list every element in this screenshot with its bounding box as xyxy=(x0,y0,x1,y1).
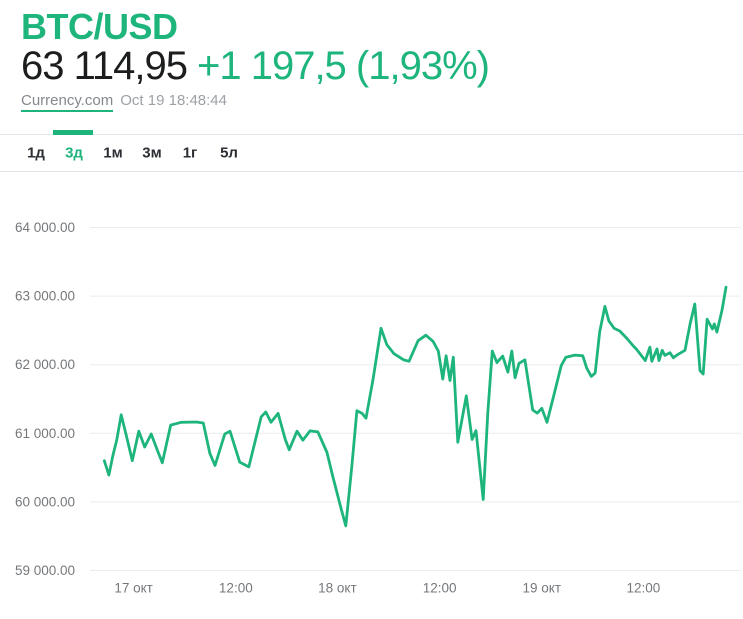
y-axis-label: 64 000.00 xyxy=(15,220,75,235)
active-tab-indicator xyxy=(53,130,93,135)
price-chart-svg: 64 000.00 63 000.00 62 000.00 61 000.00 60 0… xyxy=(15,220,741,596)
tab-1d[interactable]: 1д xyxy=(27,144,45,162)
tab-5y[interactable]: 5л xyxy=(220,144,238,162)
x-axis-label: 17 окт xyxy=(114,581,153,596)
y-axis-label: 62 000.00 xyxy=(15,357,75,372)
price-row: 63 114,95 +1 197,5 (1,93%) xyxy=(21,44,490,89)
source-link[interactable]: Currency.com xyxy=(21,92,114,112)
y-axis-label: 59 000.00 xyxy=(15,563,75,578)
x-axis-label: 18 окт xyxy=(318,581,357,596)
x-axis-label: 19 окт xyxy=(523,581,562,596)
tab-3m[interactable]: 3м xyxy=(142,144,162,162)
x-axis-label: 12:00 xyxy=(626,581,660,596)
y-axis-label: 61 000.00 xyxy=(15,426,75,441)
period-tabbar: 1д 3д 1м 3м 1г 5л xyxy=(0,130,743,172)
tab-1m[interactable]: 1м xyxy=(103,144,123,162)
quote-timestamp: Oct 19 18:48:44 xyxy=(120,92,227,109)
y-axis-label: 63 000.00 xyxy=(15,289,75,304)
x-axis-label: 12:00 xyxy=(423,581,457,596)
price-value: 63 114,95 xyxy=(21,44,188,88)
tab-1y[interactable]: 1г xyxy=(182,144,198,162)
tab-3d[interactable]: 3д xyxy=(65,144,83,162)
page-title: BTC/USD xyxy=(21,6,178,47)
source-row: Currency.com Oct 19 18:48:44 xyxy=(21,92,227,112)
price-chart[interactable]: 64 000.00 63 000.00 62 000.00 61 000.00 60 0… xyxy=(0,185,743,614)
y-axis-label: 60 000.00 xyxy=(15,494,75,509)
price-change: +1 197,5 (1,93%) xyxy=(196,44,490,88)
x-axis-label: 12:00 xyxy=(219,581,253,596)
price-line xyxy=(102,285,728,528)
